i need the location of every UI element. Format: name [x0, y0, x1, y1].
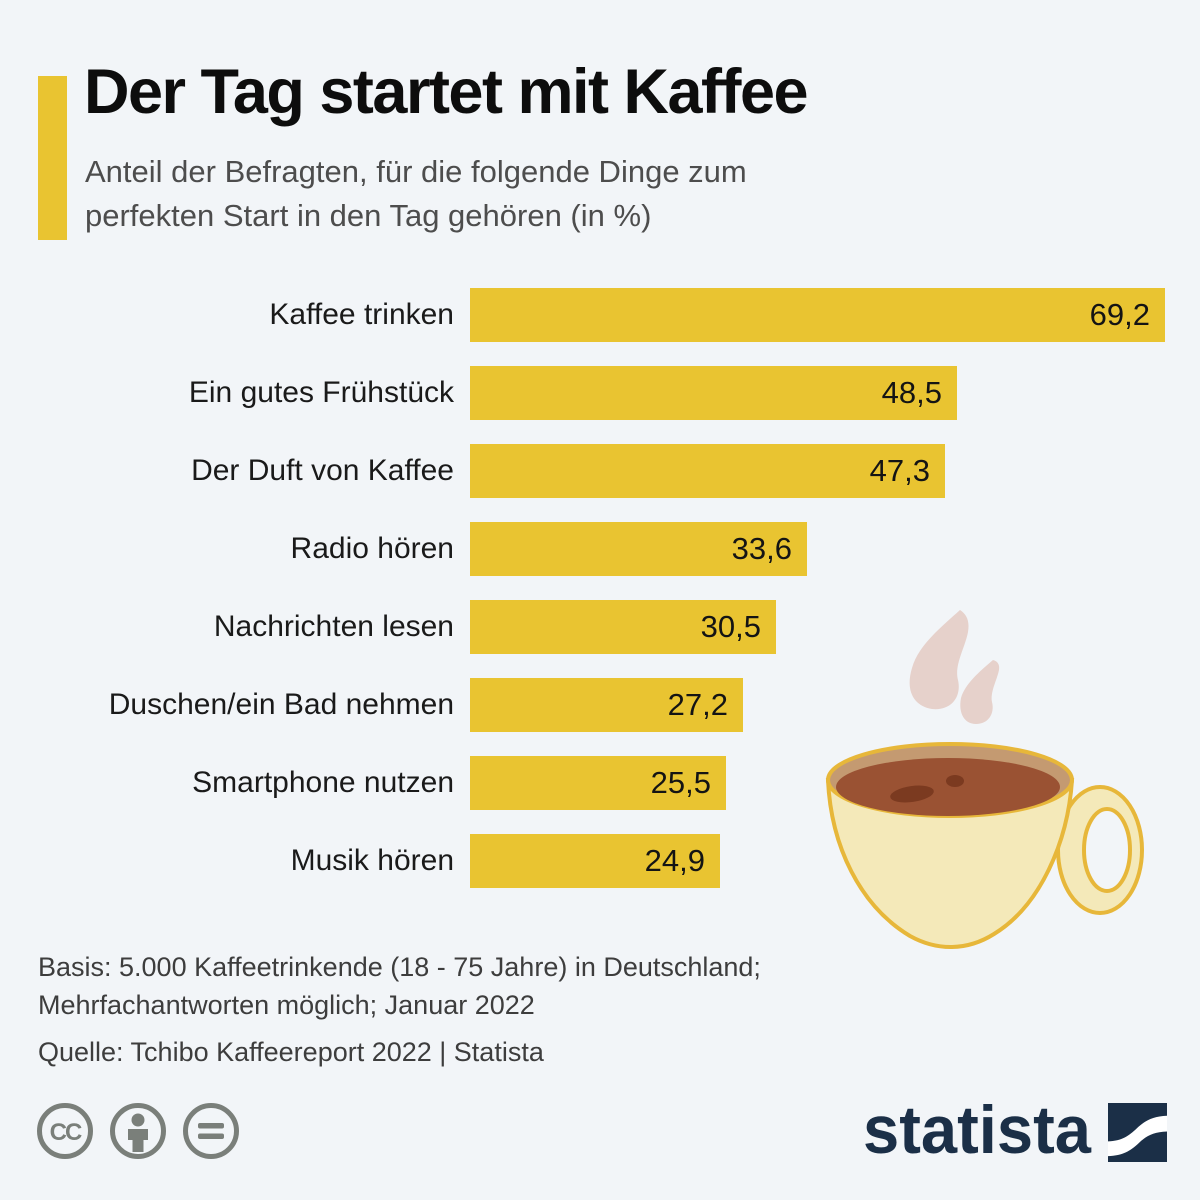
bar-label: Smartphone nutzen: [192, 766, 454, 799]
subtitle-line-1: Anteil der Befragten, für die folgende D…: [85, 154, 747, 189]
bar-row: Smartphone nutzen 25,5: [30, 756, 1180, 810]
statista-logotype: statista: [863, 1096, 1092, 1168]
svg-text:statista: statista: [863, 1096, 1092, 1168]
chart-subtitle: Anteil der Befragten, für die folgende D…: [85, 150, 747, 238]
bar-value: 25,5: [650, 765, 711, 800]
bar-value: 30,5: [700, 609, 761, 644]
bar-label: Duschen/ein Bad nehmen: [108, 688, 454, 721]
bar-row: Duschen/ein Bad nehmen 27,2: [30, 678, 1180, 732]
title-accent-bar: [38, 76, 67, 240]
bar: 33,6: [470, 522, 807, 576]
coffee-swirl-small: [946, 775, 964, 787]
basis-line-1: Basis: 5.000 Kaffeetrinkende (18 - 75 Ja…: [38, 952, 761, 982]
statista-logo-mark: [1108, 1102, 1167, 1162]
bar-label: Radio hören: [290, 532, 454, 565]
bar-label: Ein gutes Frühstück: [188, 376, 454, 409]
coffee-surface: [836, 758, 1060, 816]
coffee-cup-illustration: [825, 610, 1144, 949]
bar: 30,5: [470, 600, 776, 654]
steam-large-icon: [909, 610, 969, 710]
bar-row: Kaffee trinken 69,2: [30, 288, 1180, 342]
bar-row: Der Duft von Kaffee 47,3: [30, 444, 1180, 498]
bar-value: 48,5: [881, 375, 942, 410]
statista-swoosh-icon: [1108, 1115, 1167, 1156]
no-derivatives-icon[interactable]: [182, 1102, 240, 1160]
cup-body: [825, 778, 1075, 949]
bar-value: 69,2: [1089, 297, 1150, 332]
subtitle-line-2: perfekten Start in den Tag gehören (in %…: [85, 198, 652, 234]
source-line: Quelle: Tchibo Kaffeereport 2022 | Stati…: [38, 1037, 544, 1068]
basis-line-2: Mehrfachantworten möglich; Januar 2022: [38, 990, 535, 1021]
cc-icon[interactable]: CC: [36, 1102, 94, 1160]
statista-logo[interactable]: statista: [862, 1096, 1167, 1168]
bar-value: 24,9: [644, 843, 705, 878]
svg-text:CC: CC: [50, 1119, 82, 1146]
bar-label: Der Duft von Kaffee: [191, 454, 454, 487]
page-title: Der Tag startet mit Kaffee: [84, 57, 809, 127]
bar-value: 47,3: [869, 453, 930, 488]
bar: 47,3: [470, 444, 945, 498]
bar-row: Nachrichten lesen 30,5: [30, 600, 1180, 654]
bar: 24,9: [470, 834, 720, 888]
bar-value: 33,6: [731, 531, 792, 566]
bar-value: 27,2: [667, 687, 728, 722]
coffee-swirl-large: [890, 785, 934, 803]
bar-label: Musik hören: [290, 844, 454, 877]
bar-chart: Kaffee trinken 69,2 Ein gutes Frühstück …: [30, 288, 1180, 888]
attribution-icon[interactable]: [109, 1102, 167, 1160]
bar: 25,5: [470, 756, 726, 810]
bar: 27,2: [470, 678, 743, 732]
steam-small-icon: [960, 660, 1000, 724]
bar-row: Musik hören 24,9: [30, 834, 1180, 888]
bar-row: Ein gutes Frühstück 48,5: [30, 366, 1180, 420]
bar-label: Kaffee trinken: [269, 298, 454, 331]
bar: 69,2: [470, 288, 1165, 342]
bar-label: Nachrichten lesen: [213, 610, 454, 643]
cup-handle-hole: [1082, 807, 1132, 893]
license-badges: CC: [36, 1102, 240, 1160]
bar: 48,5: [470, 366, 957, 420]
footer-notes: Basis: 5.000 Kaffeetrinkende (18 - 75 Ja…: [38, 948, 761, 1071]
bar-row: Radio hören 33,6: [30, 522, 1180, 576]
